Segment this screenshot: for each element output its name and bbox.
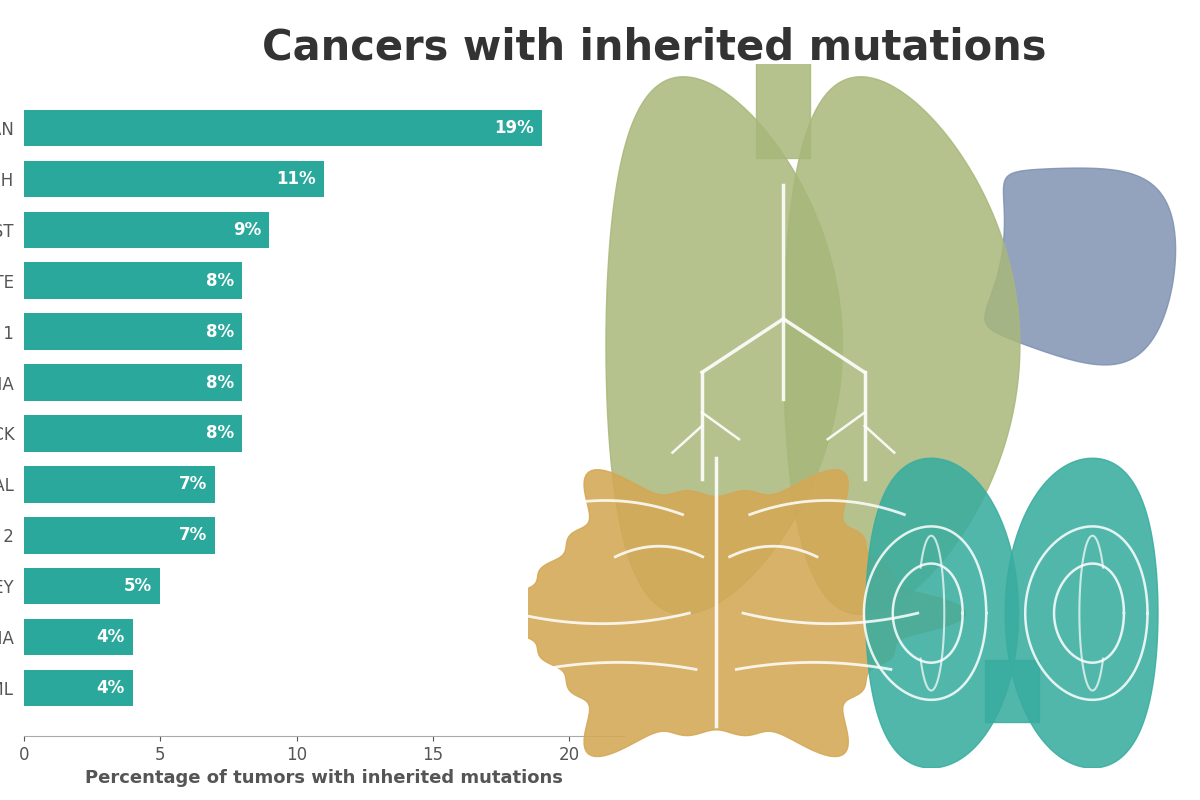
Text: 8%: 8% bbox=[206, 425, 234, 442]
Polygon shape bbox=[985, 659, 1039, 722]
Bar bbox=[24, 364, 242, 401]
Bar bbox=[24, 517, 215, 554]
Text: 8%: 8% bbox=[206, 272, 234, 290]
Bar bbox=[24, 161, 324, 198]
Polygon shape bbox=[784, 77, 1020, 614]
Text: 7%: 7% bbox=[179, 526, 206, 544]
Bar bbox=[24, 466, 215, 502]
Title: Cancers with inherited mutations: Cancers with inherited mutations bbox=[262, 26, 1046, 68]
Bar bbox=[24, 670, 133, 706]
Bar bbox=[24, 618, 133, 655]
Bar bbox=[24, 415, 242, 452]
Text: 8%: 8% bbox=[206, 374, 234, 391]
Text: 11%: 11% bbox=[276, 170, 316, 188]
Bar bbox=[24, 211, 270, 248]
Bar bbox=[24, 262, 242, 299]
Polygon shape bbox=[985, 168, 1176, 365]
Polygon shape bbox=[1006, 458, 1158, 768]
Polygon shape bbox=[756, 0, 810, 158]
Text: 4%: 4% bbox=[97, 679, 125, 697]
Bar bbox=[24, 110, 542, 146]
Bar bbox=[24, 314, 242, 350]
Text: 9%: 9% bbox=[233, 221, 262, 239]
Bar bbox=[24, 568, 161, 605]
Text: 5%: 5% bbox=[124, 577, 152, 595]
Text: 8%: 8% bbox=[206, 322, 234, 341]
X-axis label: Percentage of tumors with inherited mutations: Percentage of tumors with inherited muta… bbox=[85, 770, 563, 787]
Text: 4%: 4% bbox=[97, 628, 125, 646]
Text: 7%: 7% bbox=[179, 475, 206, 494]
Text: 19%: 19% bbox=[494, 119, 534, 137]
Polygon shape bbox=[865, 458, 1019, 768]
Polygon shape bbox=[606, 77, 842, 614]
Polygon shape bbox=[467, 470, 966, 757]
